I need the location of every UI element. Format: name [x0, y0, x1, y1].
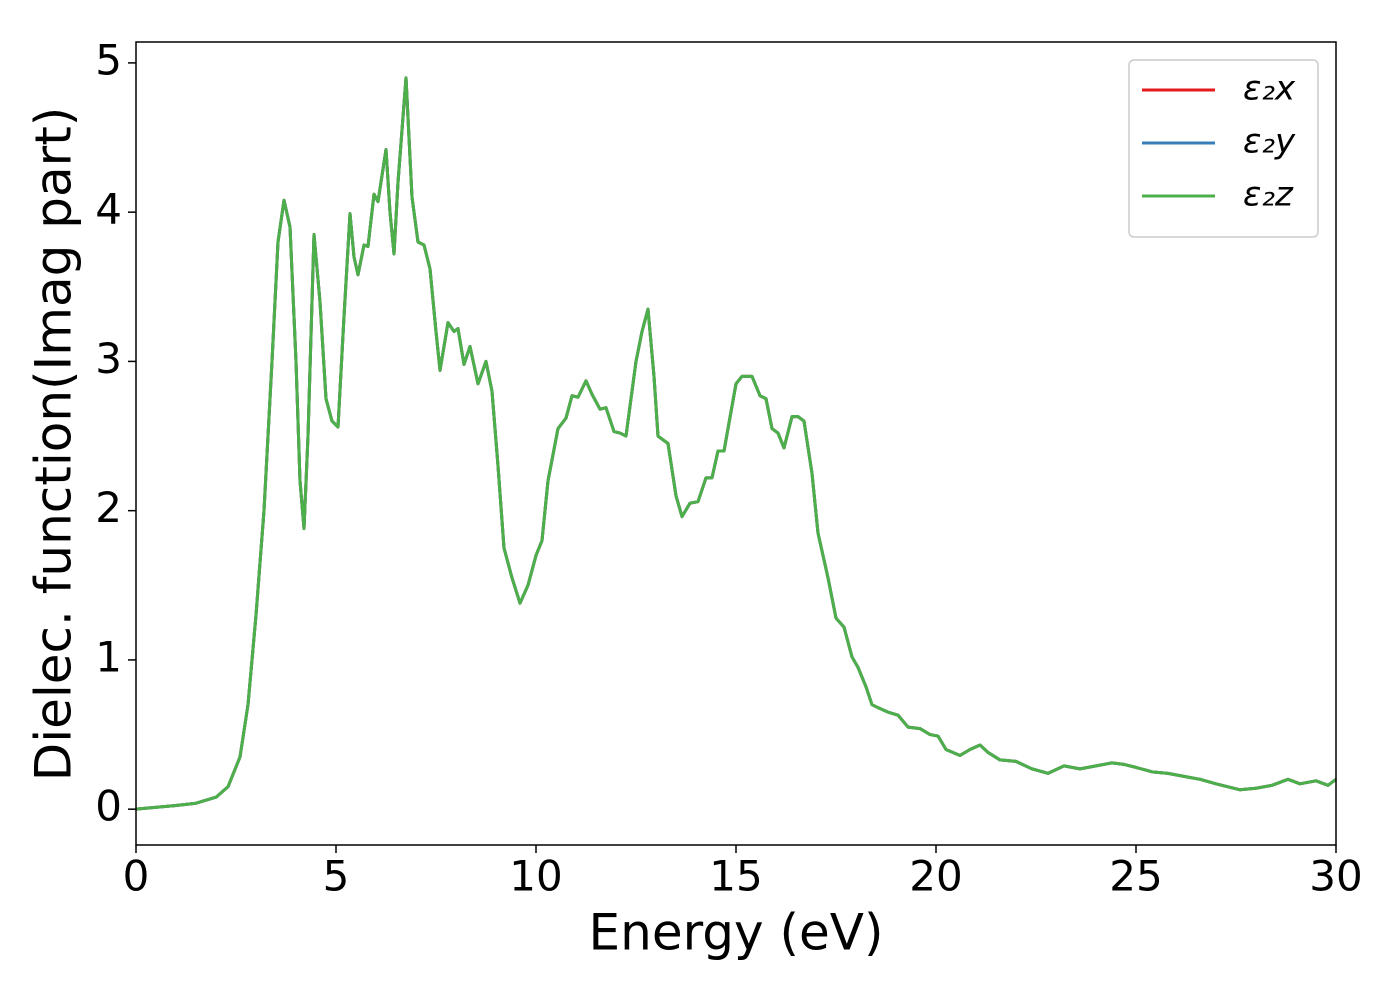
- series-line: [135, 76, 1337, 811]
- y-tick-label: 0: [95, 782, 122, 831]
- legend-label: ε₂z: [1243, 175, 1294, 215]
- x-tick-label: 30: [1309, 852, 1362, 901]
- y-tick-label: 4: [95, 185, 122, 234]
- x-tick-label: 15: [709, 852, 762, 901]
- plot-frame: [135, 41, 1337, 846]
- x-tick-label: 5: [323, 852, 350, 901]
- x-tick-label: 25: [1109, 852, 1162, 901]
- x-axis-label: Energy (eV): [589, 904, 884, 962]
- y-axis-label: Dielec. function(Imag part): [25, 107, 83, 782]
- y-tick-label: 3: [95, 334, 122, 383]
- x-tick-label: 0: [123, 852, 150, 901]
- y-tick-label: 2: [95, 483, 122, 532]
- y-tick-label: 1: [95, 632, 122, 681]
- x-tick-label: 20: [909, 852, 962, 901]
- legend-label: ε₂x: [1243, 69, 1296, 109]
- x-tick-label: 10: [509, 852, 562, 901]
- legend-label: ε₂y: [1243, 122, 1296, 162]
- legend-box: [1128, 59, 1319, 238]
- y-tick-label: 5: [95, 35, 122, 84]
